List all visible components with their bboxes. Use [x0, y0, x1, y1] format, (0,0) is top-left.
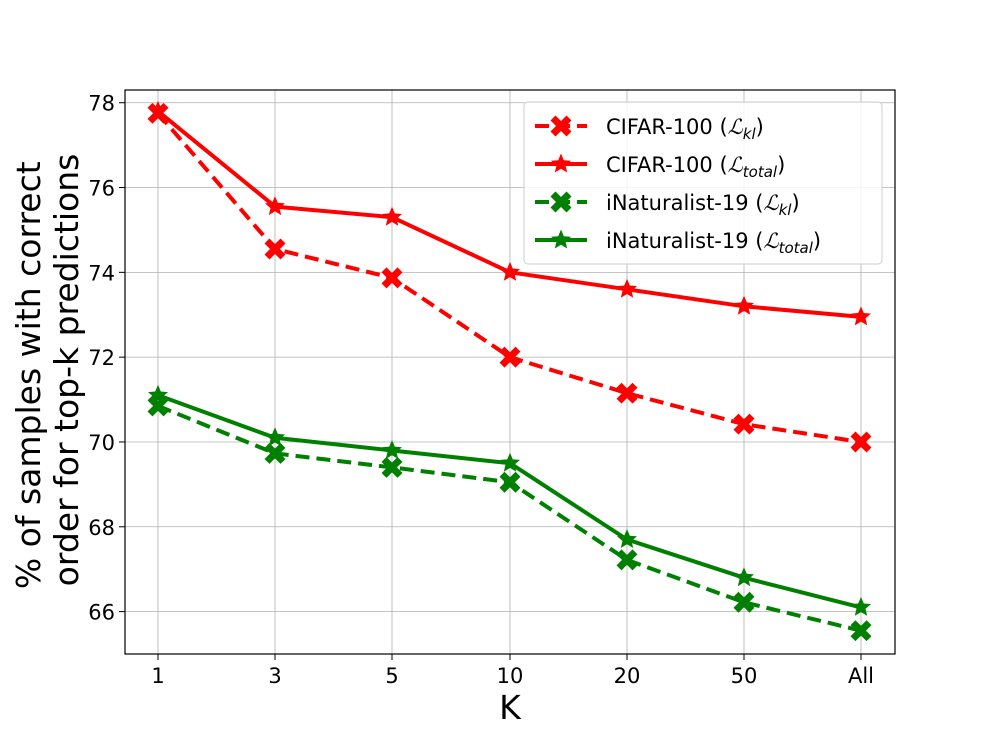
y-tick-label: 78	[88, 92, 115, 116]
x-tick-label: 3	[268, 664, 281, 688]
data-point	[265, 196, 285, 216]
data-point	[148, 100, 168, 120]
data-point	[265, 427, 285, 447]
series-line	[157, 404, 862, 633]
series-1	[148, 100, 871, 326]
y-axis-label: % of samples with correct order for top-…	[9, 151, 86, 589]
y-axis-label-line-1: % of samples with correct	[9, 161, 48, 589]
data-point	[616, 549, 638, 571]
legend-label: iNaturalist-19 (ℒtotal)	[606, 229, 821, 257]
data-point	[851, 306, 871, 326]
series-2	[147, 395, 872, 642]
data-point	[148, 384, 168, 404]
series-3	[148, 384, 871, 616]
data-point	[381, 267, 403, 289]
y-tick-label: 76	[88, 177, 115, 201]
data-point	[733, 591, 755, 613]
legend-marker	[551, 153, 571, 173]
data-point	[617, 278, 637, 298]
y-tick-label: 68	[88, 516, 115, 540]
legend-marker	[550, 115, 572, 137]
legend-label: iNaturalist-19 (ℒkl)	[606, 191, 800, 219]
data-point	[264, 238, 286, 260]
x-tick-label: 50	[731, 664, 758, 688]
data-point	[500, 261, 520, 281]
data-point	[264, 442, 286, 464]
data-point	[499, 471, 521, 493]
data-point	[734, 567, 754, 587]
data-point	[851, 596, 871, 616]
legend-entry-3: iNaturalist-19 (ℒtotal)	[535, 229, 821, 257]
legend-box	[523, 101, 883, 265]
legend-marker	[550, 191, 572, 213]
x-axis-label: K	[499, 688, 522, 727]
x-axis: 1 3 5 10 20 50 All	[151, 654, 874, 688]
data-point	[381, 456, 403, 478]
y-axis-label-line-2: order for top-k predictions	[47, 154, 86, 587]
data-point	[500, 452, 520, 472]
data-point	[733, 413, 755, 435]
data-point	[734, 295, 754, 315]
legend-entry-2: iNaturalist-19 (ℒkl)	[535, 191, 800, 219]
series-0	[147, 102, 872, 453]
y-tick-label: 72	[88, 346, 115, 370]
data-point	[499, 346, 521, 368]
legend-entry-1: CIFAR-100 (ℒtotal)	[535, 153, 785, 181]
data-point	[850, 431, 872, 453]
series-layer	[147, 100, 872, 642]
data-point	[616, 382, 638, 404]
y-tick-label: 74	[88, 261, 115, 285]
legend-label: CIFAR-100 (ℒkl)	[606, 115, 764, 143]
x-tick-label: 5	[385, 664, 398, 688]
y-tick-label: 70	[88, 431, 115, 455]
legend-marker	[551, 229, 571, 249]
data-point	[382, 206, 402, 226]
legend-label: CIFAR-100 (ℒtotal)	[606, 153, 785, 181]
y-tick-label: 66	[88, 601, 115, 625]
x-tick-label: 1	[151, 664, 164, 688]
data-point	[850, 620, 872, 642]
x-tick-label: 20	[614, 664, 641, 688]
data-point	[382, 440, 402, 459]
x-tick-label: 10	[497, 664, 524, 688]
x-tick-label: All	[848, 664, 874, 688]
legend: CIFAR-100 (ℒkl) CIFAR-100 (ℒtotal) iNatura…	[523, 101, 883, 265]
data-point	[617, 529, 637, 548]
y-axis: 66 68 70 72 74 76 78	[88, 92, 125, 625]
legend-entry-0: CIFAR-100 (ℒkl)	[535, 115, 764, 143]
